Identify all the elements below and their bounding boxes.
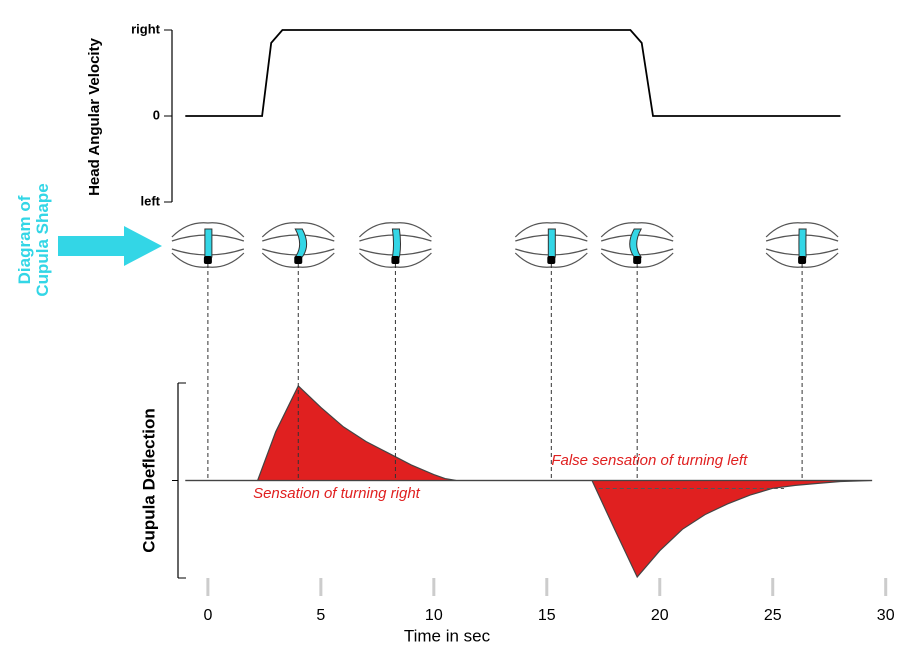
cupula xyxy=(629,228,643,258)
x-tick-label: 25 xyxy=(764,607,782,624)
velocity-line xyxy=(185,29,841,117)
cupula xyxy=(294,228,308,258)
annotation: False sensation of turning left xyxy=(551,452,748,469)
crista xyxy=(391,256,400,264)
x-tick-label: 20 xyxy=(651,607,669,624)
deflection-area xyxy=(185,384,873,579)
y-tick-label: right xyxy=(131,21,161,36)
cupula-diagram xyxy=(600,222,674,481)
y-tick-label: 0 xyxy=(153,107,160,122)
cupula-diagram xyxy=(261,222,335,481)
cupula-diagram xyxy=(514,222,588,481)
cupula-diagram xyxy=(171,222,245,481)
x-tick-label: 15 xyxy=(538,607,556,624)
cupula-diagram xyxy=(765,222,839,481)
y-axis-label: Head Angular Velocity xyxy=(86,37,103,195)
x-tick-label: 0 xyxy=(203,607,212,624)
crista xyxy=(798,256,807,264)
annotation: Sensation of turning right xyxy=(253,485,421,502)
x-axis-label: Time in sec xyxy=(404,626,491,645)
x-tick-label: 30 xyxy=(877,607,895,624)
cupula-diagram xyxy=(358,222,432,481)
y-axis-label: Cupula Deflection xyxy=(139,408,158,553)
crista xyxy=(203,256,212,264)
x-tick-label: 5 xyxy=(316,607,325,624)
cupula xyxy=(798,228,807,258)
diagram-arrow xyxy=(58,226,162,266)
cupula xyxy=(391,228,402,258)
diagram-label-line: Cupula Shape xyxy=(33,183,52,296)
diagram-label-line: Diagram of xyxy=(15,195,34,284)
crista xyxy=(633,256,642,264)
y-tick-label: left xyxy=(141,193,161,208)
cupula xyxy=(547,228,556,258)
diagram-label: Diagram ofCupula Shape xyxy=(15,183,52,296)
x-tick-label: 10 xyxy=(425,607,443,624)
crista xyxy=(547,256,556,264)
cupula xyxy=(204,228,213,258)
crista xyxy=(294,256,303,264)
